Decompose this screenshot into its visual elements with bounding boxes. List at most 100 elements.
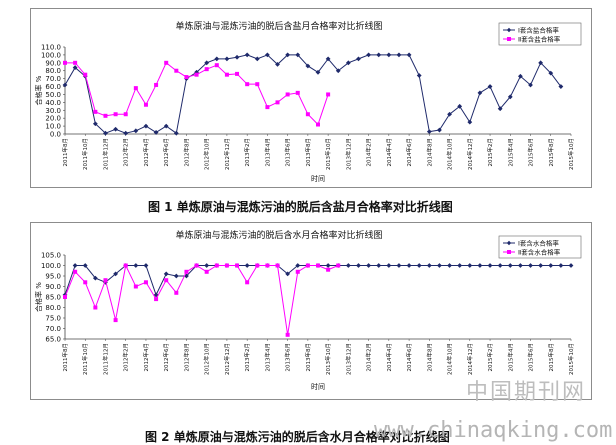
data-point-series-1 (244, 52, 250, 58)
data-point-series-1 (113, 271, 118, 277)
data-point-series-2 (83, 280, 88, 285)
legend-label-1: Ⅰ套含盐合格率 (518, 26, 559, 35)
data-point-series-2 (336, 263, 341, 268)
x-tick-label: 2013年6月 (284, 343, 292, 372)
data-point-series-1 (538, 263, 544, 268)
data-point-series-1 (113, 126, 118, 132)
y-tick-label: 80.0 (45, 304, 61, 312)
data-point-series-1 (254, 56, 260, 62)
x-tick-label: 2014年12月 (466, 138, 474, 170)
data-point-series-2 (204, 269, 209, 274)
data-point-series-1 (467, 263, 473, 268)
data-point-series-1 (366, 263, 371, 268)
data-point-series-1 (507, 94, 513, 100)
legend-box (498, 235, 582, 259)
y-tick-label: 20.0 (45, 115, 61, 123)
data-point-series-1 (396, 263, 402, 268)
y-tick-label: 100.0 (41, 51, 61, 59)
x-tick-label: 2013年10月 (324, 343, 332, 375)
data-point-series-2 (164, 278, 169, 283)
data-point-series-2 (295, 269, 300, 274)
data-point-series-1 (315, 69, 321, 75)
x-tick-label: 2012年10月 (203, 343, 211, 375)
series-line-2 (64, 263, 339, 335)
data-point-series-1 (123, 130, 129, 136)
data-point-series-1 (487, 263, 493, 268)
x-tick-label: 2013年8月 (304, 343, 312, 372)
data-point-series-1 (224, 56, 230, 62)
data-point-series-2 (184, 269, 189, 274)
data-point-series-1 (386, 52, 392, 58)
data-point-series-1 (244, 263, 250, 268)
data-point-series-1 (103, 279, 108, 285)
data-point-series-1 (275, 62, 280, 67)
x-tick-label: 2012年8月 (182, 343, 190, 372)
x-tick-label: 2013年2月 (243, 138, 251, 167)
legend-marker-2 (507, 250, 511, 254)
chart-panel-salt: 单炼原油与混炼污油的脱后含盐月合格率对比折线图 0.0 10.0 20.0 30.0 40… (30, 8, 592, 188)
x-tick-label: 2014年12月 (466, 343, 474, 375)
data-point-series-2 (255, 82, 260, 87)
data-point-series-2 (255, 263, 260, 268)
data-point-series-2 (103, 278, 108, 283)
x-tick-label: 2012年4月 (142, 343, 150, 372)
data-point-series-1 (477, 263, 483, 268)
data-point-series-1 (467, 119, 473, 125)
data-point-series-1 (143, 263, 149, 268)
x-tick-label: 2015年4月 (506, 343, 514, 372)
chart-panel-water: 单炼原油与混炼污油的脱后含水月合格率对比折线图 65.0 70.0 75.0 80.0 8… (30, 222, 592, 400)
data-point-series-1 (163, 123, 169, 129)
figure-2-caption: 图 2 单炼原油与混炼污油的脱后含水月合格率对比折线图 (145, 430, 450, 444)
y-tick-label: 80.0 (45, 67, 61, 75)
x-tick-label: 2011年8月 (61, 138, 69, 167)
data-point-series-1 (173, 130, 179, 136)
series-line-1 (64, 265, 571, 297)
data-point-series-1 (558, 84, 564, 89)
data-point-series-1 (92, 275, 98, 281)
data-point-series-2 (285, 92, 290, 97)
y-axis-label: 合格率 % (34, 282, 43, 312)
watermark-url: www.chinaqking.com (374, 418, 613, 443)
data-point-series-2 (73, 269, 78, 274)
data-point-series-1 (447, 263, 452, 268)
data-point-series-2 (214, 63, 219, 68)
data-point-series-1 (356, 263, 361, 268)
x-tick-label: 2011年12月 (101, 138, 109, 170)
data-point-series-1 (305, 63, 311, 69)
x-tick-label: 2014年6月 (405, 138, 413, 167)
data-point-series-2 (154, 297, 159, 302)
x-tick-label: 2012年6月 (162, 138, 170, 167)
data-point-series-1 (376, 52, 382, 58)
y-tick-label: 85.0 (45, 294, 61, 302)
data-point-series-2 (63, 60, 67, 65)
data-point-series-1 (406, 52, 412, 58)
data-point-series-2 (275, 100, 280, 105)
data-point-series-1 (285, 271, 291, 277)
data-point-series-1 (265, 52, 270, 58)
salt-rate-chart: 单炼原油与混炼污油的脱后含盐月合格率对比折线图 0.010.020.030.040… (34, 20, 582, 183)
data-point-series-1 (437, 127, 442, 133)
data-point-series-2 (63, 295, 67, 299)
data-point-series-2 (93, 305, 98, 310)
x-tick-label: 2011年8月 (61, 343, 69, 372)
x-tick-label: 2011年10月 (81, 138, 89, 170)
y-tick-label: 100.0 (41, 262, 61, 270)
y-tick-label: 65.0 (45, 336, 61, 344)
x-tick-label: 2015年8月 (547, 343, 555, 372)
data-point-series-2 (295, 90, 300, 95)
data-point-series-2 (184, 75, 189, 80)
legend-box (498, 22, 582, 46)
data-point-series-1 (204, 60, 210, 66)
data-point-series-2 (326, 267, 331, 272)
data-point-series-1 (356, 56, 361, 62)
x-tick-label: 2014年2月 (365, 343, 373, 372)
data-point-series-1 (457, 263, 463, 268)
x-tick-label: 2014年10月 (446, 138, 454, 170)
x-tick-label: 2014年8月 (425, 343, 433, 372)
data-point-series-1 (214, 56, 220, 62)
x-tick-label: 2013年4月 (263, 343, 271, 372)
data-point-series-2 (164, 60, 169, 65)
y-tick-label: 0.0 (50, 131, 61, 139)
y-tick-label: 70.0 (45, 325, 61, 333)
data-point-series-2 (235, 71, 240, 76)
